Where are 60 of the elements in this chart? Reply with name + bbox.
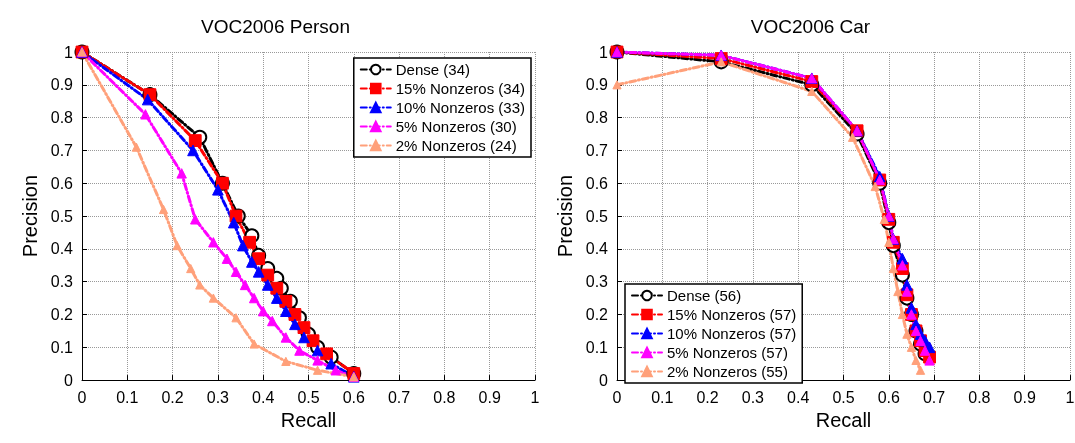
legend-label: 15% Nonzeros (34) (395, 80, 526, 97)
x-tick-label: 0.8 (968, 388, 991, 406)
y-tick-label: 0 (64, 371, 74, 389)
legend-label: 5% Nonzeros (30) (395, 118, 517, 135)
chart-title: VOC2006 Car (750, 16, 871, 37)
x-axis-title: Recall (815, 409, 872, 431)
x-tick-label: 0.1 (651, 388, 674, 406)
y-tick-label: 0.2 (50, 305, 74, 323)
x-tick-label: 0.7 (387, 388, 411, 406)
y-tick-label: 0.1 (50, 338, 74, 356)
legend-label: 2% Nonzeros (55) (667, 363, 788, 380)
x-tick-label: 0.5 (297, 388, 320, 406)
x-tick-label: 0.1 (116, 388, 139, 406)
y-tick-label: 0.6 (50, 174, 74, 192)
x-tick-label: 0 (612, 388, 622, 406)
y-tick-label: 0.2 (585, 305, 609, 323)
y-tick-label: 0 (599, 371, 609, 389)
x-tick-label: 0.4 (252, 388, 275, 406)
y-tick-label: 0.8 (50, 109, 74, 127)
y-tick-label: 0.9 (585, 76, 609, 94)
x-tick-label: 0.2 (696, 388, 719, 406)
x-tick-label: 0.9 (1013, 388, 1036, 406)
y-tick-label: 0.7 (50, 141, 74, 159)
legend-label: Dense (56) (667, 287, 742, 304)
x-tick-label: 0.4 (787, 388, 810, 406)
y-axis-title: Precision (18, 174, 41, 258)
y-tick-label: 0.3 (585, 273, 609, 291)
y-tick-label: 0.5 (585, 207, 609, 225)
x-tick-label: 0.3 (206, 388, 230, 406)
y-tick-label: 1 (599, 43, 609, 61)
y-axis-title: Precision (553, 174, 576, 258)
x-tick-label: 0.7 (922, 388, 946, 406)
y-tick-label: 0.4 (50, 240, 74, 258)
x-tick-label: 1 (1065, 388, 1075, 406)
x-tick-label: 0.2 (161, 388, 184, 406)
y-tick-label: 0.1 (585, 338, 609, 356)
x-tick-label: 0.6 (877, 388, 901, 406)
legend-label: 5% Nonzeros (57) (667, 344, 788, 361)
y-tick-label: 0.5 (50, 207, 74, 225)
x-tick-label: 0 (77, 388, 87, 406)
x-axis-title: Recall (280, 409, 337, 431)
x-tick-label: 0.8 (433, 388, 456, 406)
y-tick-label: 0.9 (50, 76, 74, 94)
y-tick-label: 0.6 (585, 174, 609, 192)
y-tick-label: 1 (64, 43, 74, 61)
y-tick-label: 0.3 (50, 273, 74, 291)
y-tick-label: 0.7 (585, 141, 609, 159)
legend-label: Dense (34) (395, 61, 470, 78)
x-tick-label: 0.9 (478, 388, 501, 406)
x-tick-label: 0.3 (741, 388, 765, 406)
legend-label: 10% Nonzeros (33) (395, 99, 526, 116)
chart-title: VOC2006 Person (201, 16, 350, 37)
x-tick-label: 1 (530, 388, 540, 406)
y-tick-label: 0.4 (585, 240, 609, 258)
x-tick-label: 0.5 (832, 388, 855, 406)
x-tick-label: 0.6 (342, 388, 366, 406)
legend-label: 15% Nonzeros (57) (667, 306, 797, 323)
legend-label: 2% Nonzeros (24) (395, 137, 517, 154)
legend-label: 10% Nonzeros (57) (667, 325, 797, 342)
y-tick-label: 0.8 (585, 109, 609, 127)
